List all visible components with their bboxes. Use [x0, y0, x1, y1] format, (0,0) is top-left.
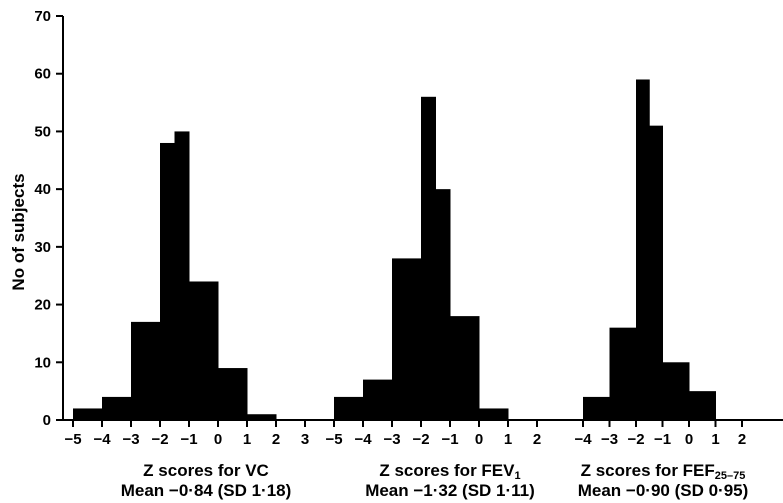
histogram-bar — [421, 96, 436, 421]
histogram-bar — [73, 408, 103, 420]
histogram-bar — [102, 396, 132, 420]
histogram-bar — [583, 396, 610, 420]
y-tick-label: 70 — [34, 8, 51, 25]
x-tick-label: 2 — [272, 431, 280, 448]
x-tick-label: −3 — [122, 431, 139, 448]
caption-fev1: Z scores for FEV1 Mean −1·32 (SD 1·11) — [335, 461, 565, 501]
histogram-bar — [131, 321, 161, 420]
caption-fev1-summary: Mean −1·32 (SD 1·11) — [365, 481, 535, 500]
x-tick-label: 2 — [533, 431, 541, 448]
x-tick-label: −1 — [654, 431, 671, 448]
x-tick-label: 0 — [214, 431, 222, 448]
histogram-bar — [609, 327, 637, 420]
y-tick-label: 20 — [34, 297, 51, 314]
histogram-bar — [435, 189, 451, 420]
histogram-bar — [636, 79, 650, 420]
caption-fef: Z scores for FEF25–75 Mean −0·90 (SD 0·9… — [548, 461, 778, 501]
x-tick-label: −3 — [601, 431, 618, 448]
y-tick-label: 50 — [34, 123, 51, 140]
x-tick-label: 1 — [504, 431, 512, 448]
y-tick-label: 60 — [34, 66, 51, 83]
x-tick-label: 1 — [711, 431, 719, 448]
histogram-bar — [334, 396, 364, 420]
x-tick-label: 0 — [685, 431, 693, 448]
caption-vc-title: Z scores for VC — [143, 461, 269, 480]
histogram-bar — [479, 408, 509, 420]
caption-vc: Z scores for VC Mean −0·84 (SD 1·18) — [91, 461, 321, 501]
y-tick-label: 40 — [34, 181, 51, 198]
histogram-bar — [649, 125, 663, 421]
histogram-bar — [363, 379, 393, 420]
x-tick-label: 3 — [301, 431, 309, 448]
chart-bars — [73, 79, 716, 421]
x-tick-label: −4 — [354, 431, 372, 448]
x-tick-label: −4 — [574, 431, 592, 448]
histogram-bar — [392, 258, 422, 420]
x-tick-label: −2 — [151, 431, 168, 448]
histogram-bar — [689, 391, 716, 420]
histogram-bar — [218, 368, 248, 420]
histogram-bar — [174, 131, 190, 420]
histogram-bar — [662, 362, 690, 420]
y-tick-label: 30 — [34, 239, 51, 256]
caption-fev1-title: Z scores for FEV1 — [379, 461, 521, 482]
caption-vc-summary: Mean −0·84 (SD 1·18) — [120, 481, 292, 500]
x-tick-label: 0 — [475, 431, 483, 448]
histogram-bar — [160, 142, 175, 420]
caption-fef-title: Z scores for FEF25–75 — [580, 461, 746, 482]
x-tick-label: −4 — [93, 431, 111, 448]
x-tick-label: −5 — [64, 431, 81, 448]
caption-fef-summary: Mean −0·90 (SD 0·95) — [577, 481, 749, 500]
x-tick-label: −3 — [383, 431, 400, 448]
y-axis-label: No of subjects — [9, 173, 28, 290]
x-tick-label: 2 — [738, 431, 746, 448]
histogram-bar — [247, 414, 277, 420]
x-tick-label: −1 — [180, 431, 197, 448]
histogram-bar — [189, 281, 219, 420]
histogram-bar — [450, 316, 480, 420]
x-tick-label: 1 — [243, 431, 251, 448]
y-tick-label: 0 — [43, 412, 51, 429]
x-tick-label: −1 — [441, 431, 458, 448]
x-tick-label: −2 — [627, 431, 644, 448]
x-tick-label: −5 — [325, 431, 342, 448]
y-tick-label: 10 — [34, 354, 51, 371]
x-tick-label: −2 — [412, 431, 429, 448]
